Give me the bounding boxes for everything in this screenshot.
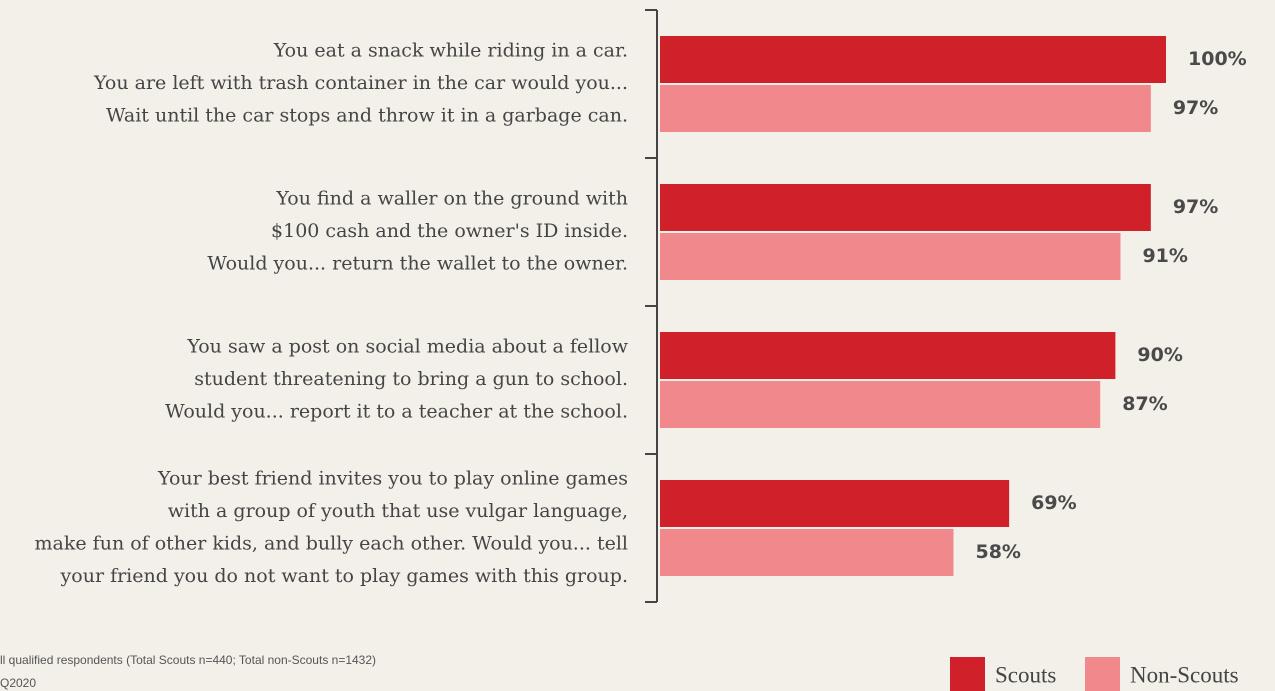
category-label: with a group of youth that use vulgar la…: [168, 500, 628, 522]
bar: [660, 85, 1151, 132]
value-label: 97%: [1173, 196, 1218, 218]
footnote: ll qualified respondents (Total Scouts n…: [0, 653, 376, 667]
bar: [660, 233, 1121, 280]
value-label: 100%: [1188, 48, 1247, 70]
category-label: $100 cash and the owner's ID inside.: [271, 220, 628, 242]
bar: [660, 184, 1151, 231]
category-label: Your best friend invites you to play onl…: [157, 467, 628, 489]
bar: [660, 332, 1116, 379]
value-label: 69%: [1031, 492, 1076, 514]
value-label: 91%: [1142, 245, 1187, 267]
legend-swatch: [950, 657, 985, 691]
category-label: Wait until the car stops and throw it in…: [106, 105, 628, 127]
footnote: Q2020: [0, 676, 36, 690]
bar: [660, 480, 1010, 527]
bar: [660, 529, 954, 576]
value-label: 87%: [1122, 393, 1167, 415]
category-label: student threatening to bring a gun to sc…: [194, 368, 628, 390]
category-label: You saw a post on social media about a f…: [186, 336, 628, 358]
category-label: make fun of other kids, and bully each o…: [35, 532, 628, 554]
value-label: 58%: [975, 541, 1020, 563]
legend-swatch: [1085, 657, 1120, 691]
value-label: 97%: [1173, 97, 1218, 119]
category-label: Would you... report it to a teacher at t…: [165, 401, 628, 423]
bar: [660, 36, 1166, 83]
category-label: You find a waller on the ground with: [275, 188, 628, 210]
value-label: 90%: [1137, 344, 1182, 366]
legend-label: Non-Scouts: [1130, 662, 1239, 687]
category-label: Would you... return the wallet to the ow…: [207, 253, 628, 275]
category-label: You are left with trash container in the…: [93, 72, 628, 94]
category-label: You eat a snack while riding in a car.: [273, 40, 628, 62]
bar: [660, 381, 1101, 428]
legend-label: Scouts: [995, 662, 1056, 687]
category-label: your friend you do not want to play game…: [60, 565, 628, 587]
